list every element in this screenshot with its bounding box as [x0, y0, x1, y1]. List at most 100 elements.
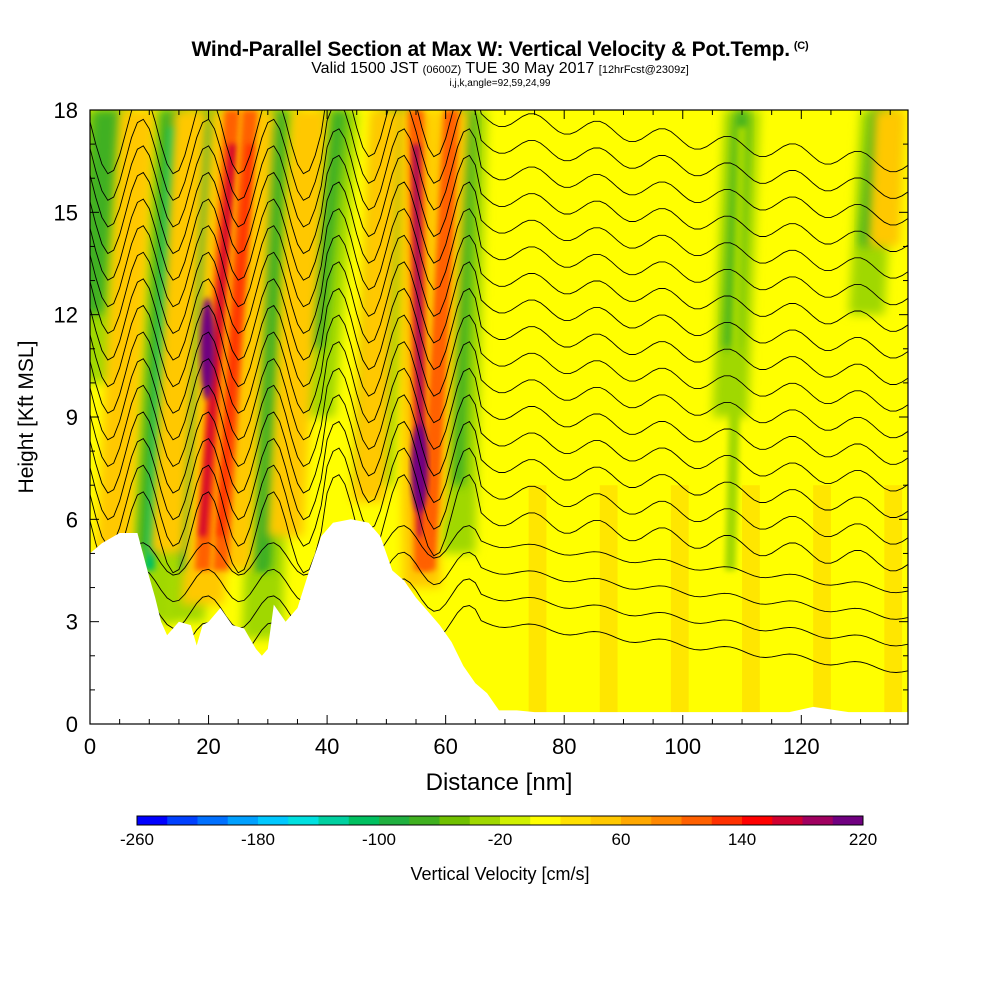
isentrope-line: [90, 128, 908, 228]
downdraft-peak: [724, 127, 748, 571]
colorbar-tick-label: -20: [488, 830, 513, 849]
x-tick-label: 80: [552, 734, 576, 759]
colorbar-swatch: [197, 816, 229, 825]
x-tick-label: 120: [783, 734, 820, 759]
field-band: [836, 485, 855, 724]
updraft-peak-core: [411, 423, 428, 513]
colorbar-swatch: [318, 816, 350, 825]
updraft-belt: [95, 110, 156, 554]
colorbar-swatch: [530, 816, 561, 825]
field-band: [813, 485, 831, 724]
isentrope-line: [90, 208, 908, 308]
title-text: Wind-Parallel Section at Max W: Vertical…: [191, 38, 791, 61]
field-band: [623, 485, 642, 724]
colorbar-tick-label: -180: [241, 830, 275, 849]
field-band: [884, 485, 903, 724]
isentrope-line: [90, 314, 908, 414]
colorbar-tick-label: -260: [120, 830, 154, 849]
isentrope-line: [90, 261, 908, 361]
isentrope-line: [90, 341, 908, 441]
colorbar-swatch: [379, 816, 410, 825]
y-tick-label: 0: [66, 712, 78, 737]
field-band: [647, 485, 665, 724]
colorbar-swatch: [469, 816, 501, 825]
isentrope-line: [90, 234, 908, 335]
x-tick-label: 60: [433, 734, 457, 759]
y-tick-label: 12: [54, 303, 78, 328]
chart-header: Wind-Parallel Section at Max W: Vertical…: [0, 0, 1000, 100]
x-tick-labels: 0 20 40 60 80 100 120: [84, 734, 820, 759]
downdraft-core: [90, 110, 123, 315]
colorbar-swatch: [681, 816, 713, 825]
colorbar-swatch: [167, 816, 198, 825]
colorbar-swatch: [742, 816, 773, 825]
colorbar-swatch: [258, 816, 289, 825]
field-band: [481, 485, 499, 724]
grid-indices: i,j,k,angle=92,59,24,99: [449, 78, 551, 89]
updraft-peak: [424, 144, 456, 537]
isentrope-line: [90, 154, 908, 255]
y-tick-labels: 0 3 6 9 12 15 18: [54, 98, 78, 737]
title-unit-mark: (C): [793, 40, 809, 52]
downdraft-peak: [256, 127, 280, 571]
valid-time: Valid 1500 JST: [311, 60, 419, 77]
field-band: [528, 485, 547, 724]
colorbar-swatch: [590, 816, 622, 825]
axis-ticks: [89, 109, 908, 725]
colorbar-swatch: [621, 816, 652, 825]
field-band: [599, 485, 618, 724]
colorbar-swatch: [832, 816, 864, 825]
y-tick-label: 18: [54, 98, 78, 123]
isentrope-line: [90, 525, 908, 594]
x-tick-label: 20: [196, 734, 220, 759]
x-tick-label: 0: [84, 734, 96, 759]
valid-date: TUE 30 May 2017: [465, 60, 595, 77]
colorbar-swatch: [772, 816, 803, 825]
field-band: [789, 485, 808, 724]
isentrope-line: [90, 110, 908, 201]
colorbar-frame: [136, 815, 864, 826]
colorbar-swatch: [711, 816, 743, 825]
updraft-peak: [216, 144, 254, 537]
colorbar-tick-label: 60: [612, 830, 631, 849]
colorbar-swatch: [288, 816, 319, 825]
colorbar-tick-label: 140: [728, 830, 756, 849]
valid-time-line: Valid 1500 JST (0600Z) TUE 30 May 2017 […: [0, 60, 1000, 78]
updraft-belt: [150, 110, 208, 554]
colorbar-tick-label: 220: [849, 830, 877, 849]
colorbar-swatch: [137, 816, 168, 825]
y-tick-label: 3: [66, 610, 78, 635]
updraft-belt: [868, 110, 906, 247]
field-band: [694, 485, 713, 724]
field-band: [742, 485, 760, 724]
colorbar: [136, 815, 864, 826]
colorbar-swatch: [651, 816, 682, 825]
field-band: [860, 485, 879, 724]
updraft-peak-core: [200, 297, 215, 400]
colorbar-swatch: [802, 816, 834, 825]
colorbar-tick-label: -100: [362, 830, 396, 849]
forecast-info: [12hrFcst@2309z]: [598, 64, 689, 76]
isentrope-line: [90, 110, 908, 175]
colorbar-label: Vertical Velocity [cm/s]: [410, 864, 589, 884]
field-band: [552, 485, 571, 724]
chart-title: Wind-Parallel Section at Max W: Vertical…: [0, 38, 1000, 62]
colorbar-swatch: [409, 816, 440, 825]
colorbar-swatch: [348, 816, 380, 825]
colorbar-swatch: [560, 816, 592, 825]
isentrope-line: [90, 367, 908, 468]
field-band: [576, 485, 594, 724]
terrain-mask: [90, 519, 908, 725]
x-tick-label: 100: [664, 734, 701, 759]
x-axis-label: Distance [nm]: [426, 769, 573, 796]
y-tick-label: 6: [66, 507, 78, 532]
colorbar-swatch: [227, 816, 259, 825]
isentrope-line: [90, 551, 908, 620]
field-band: [504, 485, 523, 724]
colorbar-tick-labels: -260 -180 -100 -20 60 140 220: [120, 830, 877, 849]
colorbar-swatch: [500, 816, 531, 825]
isentrope-line: [90, 394, 908, 494]
field-band: [765, 485, 784, 724]
isentrope-line: [90, 447, 908, 547]
